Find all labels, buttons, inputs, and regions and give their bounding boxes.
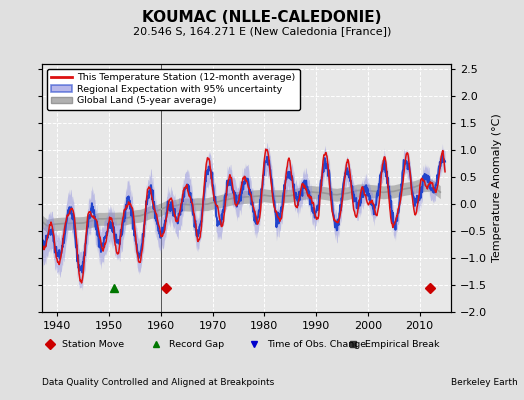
Text: Station Move: Station Move bbox=[62, 340, 125, 349]
Text: 20.546 S, 164.271 E (New Caledonia [France]): 20.546 S, 164.271 E (New Caledonia [Fran… bbox=[133, 26, 391, 36]
Text: Record Gap: Record Gap bbox=[169, 340, 224, 349]
Text: KOUMAC (NLLE-CALEDONIE): KOUMAC (NLLE-CALEDONIE) bbox=[142, 10, 382, 25]
Text: Berkeley Earth: Berkeley Earth bbox=[451, 378, 517, 387]
Text: Empirical Break: Empirical Break bbox=[365, 340, 439, 349]
Text: Time of Obs. Change: Time of Obs. Change bbox=[267, 340, 366, 349]
Y-axis label: Temperature Anomaly (°C): Temperature Anomaly (°C) bbox=[493, 114, 503, 262]
Text: Data Quality Controlled and Aligned at Breakpoints: Data Quality Controlled and Aligned at B… bbox=[42, 378, 274, 387]
Legend: This Temperature Station (12-month average), Regional Expectation with 95% uncer: This Temperature Station (12-month avera… bbox=[47, 69, 300, 110]
